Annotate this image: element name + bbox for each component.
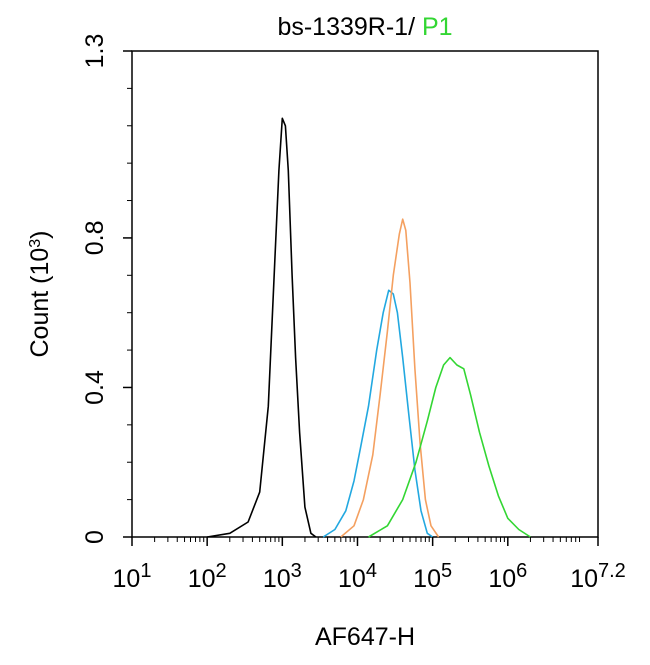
chart-title-suffix: P1	[422, 13, 453, 41]
x-tick-label: 103	[263, 560, 302, 593]
histogram-series-4	[368, 356, 531, 538]
x-tick-labels: 101 102 103 104 105 106 107.2	[113, 560, 626, 593]
chart-title: bs-1339R-1/ P1	[277, 13, 452, 41]
y-axis-label-unit-base: (10	[26, 248, 54, 284]
x-tick-label: 104	[338, 560, 377, 593]
x-tick-label: 102	[188, 560, 227, 593]
histogram-series-2	[322, 289, 434, 538]
series-layer	[207, 117, 531, 538]
y-tick-marks	[123, 50, 132, 538]
y-tick-label: 0	[81, 530, 109, 544]
y-tick-label: 1.3	[81, 34, 109, 69]
y-tick-labels: 0 0.4 0.8 1.3	[81, 34, 109, 544]
y-axis-label-unit-exp: 3	[27, 239, 44, 248]
x-tick-marks	[131, 537, 599, 546]
chart-title-prefix: bs-1339R-1/	[277, 13, 422, 41]
x-tick-label: 105	[413, 560, 452, 593]
y-axis-label-unit-close: )	[26, 230, 54, 238]
y-tick-label: 0.8	[81, 221, 109, 256]
y-tick-label: 0.4	[81, 370, 109, 405]
y-axis-label-main: Count	[26, 291, 54, 358]
x-tick-label: 107.2	[570, 560, 626, 593]
x-axis-label: AF647-H	[315, 623, 415, 651]
x-tick-label: 106	[488, 560, 527, 593]
histogram-series-1	[207, 117, 317, 538]
x-tick-label: 101	[113, 560, 152, 593]
plot-frame	[131, 50, 599, 538]
y-axis-label: Count (103)	[26, 230, 54, 357]
histogram-series-3	[340, 218, 440, 538]
